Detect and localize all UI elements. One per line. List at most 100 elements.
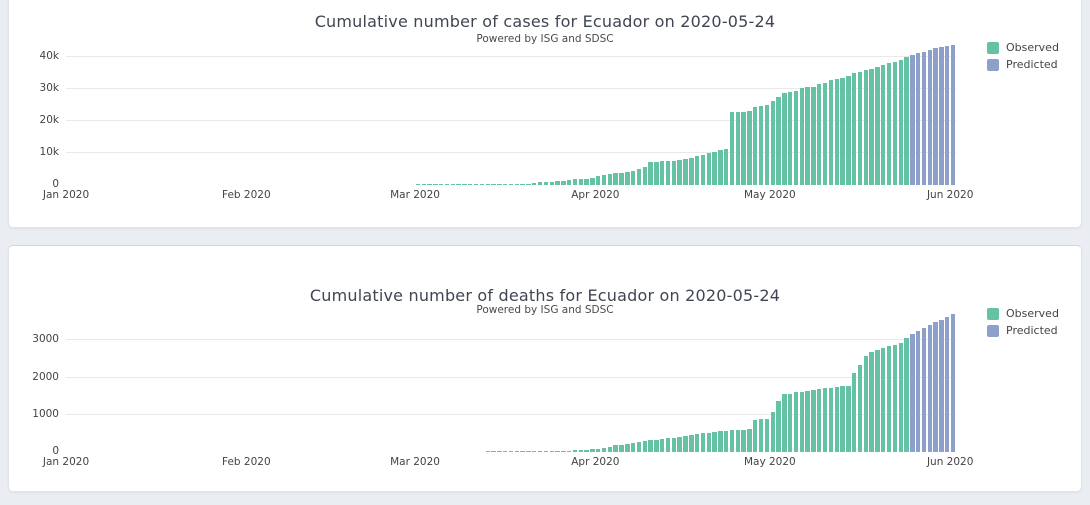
- bar-observed: [654, 161, 659, 185]
- bar-observed: [689, 157, 694, 185]
- bar-observed: [520, 451, 525, 452]
- bar-observed: [904, 57, 909, 185]
- bar-observed: [572, 450, 578, 452]
- bar-observed: [543, 451, 549, 452]
- legend-label: Predicted: [1006, 324, 1058, 337]
- bar-observed: [782, 92, 787, 185]
- bar-observed: [898, 342, 903, 452]
- bar-observed: [782, 393, 787, 452]
- bar-observed: [700, 433, 706, 452]
- bar-predicted: [927, 49, 932, 185]
- bar-observed: [834, 78, 839, 185]
- bar-observed: [863, 70, 869, 185]
- bar-observed: [613, 445, 618, 452]
- legend-item-observed[interactable]: Observed: [987, 42, 1059, 54]
- bar-observed: [555, 451, 560, 452]
- bar-observed: [851, 372, 857, 452]
- bar-observed: [491, 451, 496, 452]
- legend-label: Observed: [1006, 307, 1059, 320]
- bar-observed: [793, 392, 799, 452]
- bar-predicted: [921, 328, 927, 452]
- chart-title: Cumulative number of deaths for Ecuador …: [309, 286, 781, 305]
- bar-observed: [601, 174, 607, 185]
- gridline: [66, 152, 956, 153]
- bar-predicted: [950, 313, 956, 452]
- bar-observed: [677, 159, 682, 185]
- bar-predicted: [939, 47, 944, 185]
- bar-predicted: [910, 55, 915, 185]
- bar-observed: [764, 418, 770, 452]
- gridline: [66, 376, 956, 378]
- bar-observed: [660, 438, 665, 452]
- y-tick-label: 40k: [39, 50, 59, 62]
- bar-observed: [601, 447, 607, 452]
- bar-observed: [747, 429, 752, 452]
- bar-observed: [718, 431, 723, 452]
- bar-observed: [607, 446, 613, 452]
- bar-observed: [590, 177, 595, 185]
- bar-observed: [537, 451, 543, 452]
- bar-observed: [665, 160, 671, 185]
- legend-label: Predicted: [1006, 58, 1058, 71]
- x-tick-label: May 2020: [743, 189, 796, 201]
- bar-observed: [654, 439, 659, 452]
- bar-observed: [799, 391, 805, 452]
- bar-observed: [776, 97, 781, 185]
- x-tick-label: Feb 2020: [221, 189, 271, 201]
- legend-swatch: [987, 42, 999, 54]
- bar-observed: [485, 451, 490, 452]
- bar-observed: [805, 390, 810, 452]
- x-tick-label: Jan 2020: [42, 189, 90, 201]
- bar-observed: [851, 73, 857, 185]
- bar-observed: [846, 75, 851, 185]
- bar-observed: [566, 450, 572, 452]
- bar-predicted: [933, 48, 938, 185]
- bar-observed: [526, 183, 531, 185]
- legend-swatch: [987, 308, 999, 320]
- bar-observed: [479, 184, 485, 185]
- bar-observed: [561, 180, 566, 185]
- bar-observed: [648, 162, 653, 185]
- bar-observed: [625, 172, 630, 185]
- bar-observed: [537, 182, 543, 185]
- bar-observed: [526, 451, 531, 452]
- bar-observed: [817, 84, 822, 185]
- bar-observed: [572, 179, 578, 185]
- bar-observed: [584, 449, 589, 452]
- bar-observed: [694, 434, 700, 452]
- bar-observed: [677, 437, 682, 452]
- bar-observed: [770, 100, 775, 185]
- bar-predicted: [915, 331, 921, 452]
- bar-observed: [724, 430, 729, 452]
- bar-observed: [619, 444, 624, 452]
- x-tick-label: Apr 2020: [571, 189, 620, 201]
- bar-observed: [875, 67, 880, 185]
- bar-observed: [619, 173, 624, 185]
- bar-observed: [892, 61, 898, 185]
- bar-predicted: [945, 45, 950, 185]
- legend-swatch: [987, 325, 999, 337]
- bar-observed: [805, 87, 810, 185]
- bar-observed: [532, 451, 537, 452]
- bar-observed: [689, 435, 694, 452]
- bar-observed: [857, 365, 863, 452]
- bar-observed: [636, 441, 642, 452]
- bar-observed: [753, 107, 758, 185]
- legend-item-observed[interactable]: Observed: [987, 308, 1059, 320]
- bar-observed: [648, 440, 653, 452]
- bar-observed: [788, 393, 793, 452]
- bar-predicted: [910, 334, 915, 452]
- legend-item-predicted[interactable]: Predicted: [987, 59, 1059, 71]
- bar-observed: [735, 430, 741, 452]
- bar-observed: [741, 429, 746, 452]
- x-tick-label: Jun 2020: [926, 189, 974, 201]
- bar-observed: [840, 385, 845, 452]
- bar-observed: [729, 112, 735, 185]
- bar-observed: [532, 183, 537, 185]
- gridline: [66, 120, 956, 121]
- bar-observed: [468, 184, 473, 185]
- x-tick-label: Jan 2020: [42, 456, 90, 468]
- bar-observed: [660, 161, 665, 185]
- bar-observed: [421, 184, 426, 185]
- legend-item-predicted[interactable]: Predicted: [987, 325, 1059, 337]
